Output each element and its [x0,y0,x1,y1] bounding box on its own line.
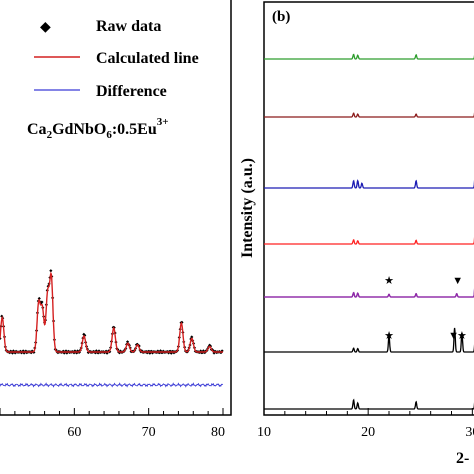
impurity-peak-marker: ★ [384,330,394,342]
raw-data-point [150,351,155,355]
left-x-axis: 60 70 80 [0,408,225,440]
raw-data-point [86,350,90,355]
raw-data-point [190,335,194,339]
formula-eu: :0.5Eu [112,121,157,138]
formula-label: Ca2GdNbO6:0.5Eu3+ [27,116,169,141]
right-x-tick-label: 10 [257,425,271,440]
right-plot-area: ★ ▼★ ▼★ [264,53,474,410]
raw-data-point [125,340,130,344]
left-plot-area [0,269,224,388]
legend-raw-marker: ◆ [40,20,51,35]
raw-data-point [24,349,28,353]
right-x-tick-label: 20 [361,425,375,440]
raw-data-point [72,351,76,355]
legend-calc-label: Calculated line [96,50,199,67]
raw-data-point [75,351,79,355]
raw-data-point [21,349,25,353]
raw-data-point [208,343,212,347]
impurity-peak-marker: ▼ [448,330,459,342]
raw-data-point [61,349,65,353]
raw-data-point [83,333,87,337]
raw-data-point [97,349,101,353]
xrd-pattern-line [264,236,474,245]
left-x-tick-label: 80 [211,425,225,440]
raw-data-point [64,349,68,353]
raw-data-point [37,296,41,301]
right-x-axis: 10 20 30 [257,408,474,440]
calculated-line [0,271,223,353]
raw-data-point [201,349,205,353]
impurity-peak-marker: ★ [384,275,394,287]
raw-data-point [172,351,176,355]
raw-data-point [10,351,15,355]
raw-data-point [76,349,80,353]
right-panel: (b) Intensity (a.u.) ★▼★▼★ 102030 2- [239,1,474,467]
raw-data-point [145,351,149,355]
formula-sub-6: 6 [106,129,112,141]
left-x-tick-label: 70 [142,425,156,440]
formula-sub-2: 2 [47,129,53,141]
xrd-pattern-line [264,179,474,189]
raw-data-point [169,351,173,355]
panel-label-b: (b) [272,9,290,25]
difference-line [0,382,224,388]
formula-mid: GdNbO [52,121,106,138]
raw-data-point [49,269,53,273]
right-y-axis-label: Intensity (a.u.) [239,158,256,258]
legend-diff-label: Difference [96,83,167,100]
left-x-tick-label: 60 [67,425,81,440]
left-plot-frame [0,0,232,416]
formula-ca: Ca [27,121,47,138]
raw-data-point [117,351,122,355]
legend-raw-label: Raw data [96,18,161,35]
impurity-peak-marker: ★ [457,330,467,342]
xrd-pattern-emphasis [264,288,474,298]
raw-data-point [62,351,66,355]
raw-data-point [161,349,165,353]
xrd-pattern-line [264,398,474,410]
right-x-tick-label: 30 [465,425,474,440]
xrd-pattern-line [264,288,474,298]
legend: ◆ Raw data Calculated line Difference [34,18,199,100]
formula-sup-3: 3+ [157,116,169,128]
xrd-pattern-line [264,112,474,118]
right-plot-frame [263,1,474,416]
right-x-axis-label: 2- [456,450,469,467]
left-panel: ◆ Raw data Calculated line Difference Ca… [0,0,232,440]
raw-data-point [93,351,98,355]
impurity-peak-marker: ▼ [452,275,463,287]
xrd-pattern-line [264,53,474,60]
xrd-pattern-line [264,327,474,353]
raw-data-point [156,349,160,353]
raw-data-point [40,300,44,304]
raw-data-point [0,314,4,318]
